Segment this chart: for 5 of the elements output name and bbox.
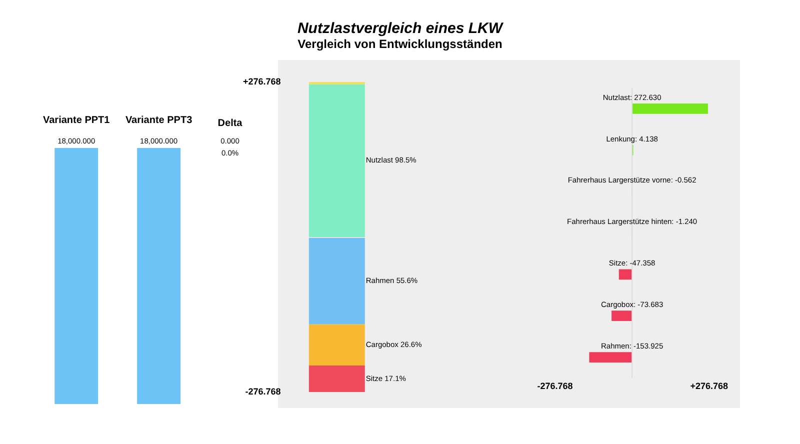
- x-tick-label: Variante PPT3: [125, 114, 193, 126]
- text: Vergleich von Entwicklungsständen: [296, 37, 504, 51]
- x-tick-label: Variante PPT1: [43, 114, 110, 126]
- text: Nutzlastvergleich eines LKW: [296, 19, 504, 37]
- text: Delta: [218, 118, 243, 129]
